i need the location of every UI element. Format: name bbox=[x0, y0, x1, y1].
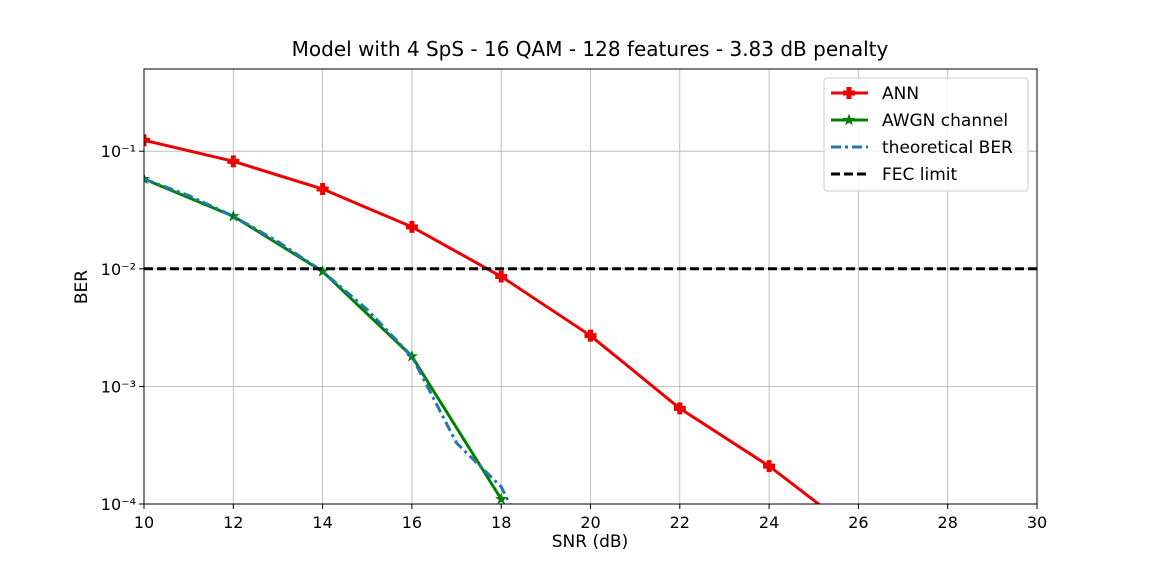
legend-label: theoretical BER bbox=[882, 138, 1013, 158]
marker bbox=[227, 209, 240, 222]
marker bbox=[144, 172, 151, 185]
plot-area bbox=[144, 134, 1037, 504]
marker bbox=[763, 460, 776, 473]
x-tick-label: 22 bbox=[670, 513, 690, 532]
x-tick-label: 28 bbox=[938, 513, 958, 532]
x-tick-label: 20 bbox=[580, 513, 600, 532]
x-tick-label: 30 bbox=[1027, 513, 1047, 532]
legend-label: ANN bbox=[882, 84, 919, 104]
x-tick-label: 16 bbox=[402, 513, 422, 532]
x-tick-label: 18 bbox=[491, 513, 511, 532]
x-axis-label: SNR (dB) bbox=[552, 532, 628, 552]
axes-frame bbox=[143, 68, 1038, 505]
marker bbox=[316, 183, 329, 196]
x-tick-label: 14 bbox=[312, 513, 332, 532]
marker bbox=[405, 220, 418, 233]
x-tick-label: 10 bbox=[134, 513, 154, 532]
marker bbox=[144, 134, 150, 147]
y-axis-label: BER bbox=[72, 270, 92, 304]
legend-marker bbox=[842, 113, 856, 126]
line bbox=[144, 177, 512, 504]
y-tick-label: 10⁻⁴ bbox=[101, 495, 136, 514]
legend-label: FEC limit bbox=[882, 165, 958, 185]
marker bbox=[495, 270, 508, 283]
legend: ANN AWGN channel theoretical BER FEC limit bbox=[823, 77, 1029, 192]
y-tick-label: 10⁻¹ bbox=[101, 142, 136, 161]
x-tick-label: 12 bbox=[223, 513, 243, 532]
legend-box bbox=[823, 77, 1029, 192]
marker bbox=[584, 329, 597, 342]
marker bbox=[495, 492, 508, 504]
chart-title: Model with 4 SpS - 16 QAM - 128 features… bbox=[292, 37, 889, 61]
legend-marker bbox=[843, 87, 855, 99]
x-tick-label: 24 bbox=[759, 513, 779, 532]
y-tick-label: 10⁻³ bbox=[101, 377, 136, 396]
marker bbox=[673, 402, 686, 415]
x-tick-label: 26 bbox=[848, 513, 868, 532]
marker bbox=[227, 155, 240, 168]
marker bbox=[316, 264, 329, 277]
legend-label: AWGN channel bbox=[882, 111, 1008, 131]
y-tick-label: 10⁻² bbox=[101, 260, 136, 279]
